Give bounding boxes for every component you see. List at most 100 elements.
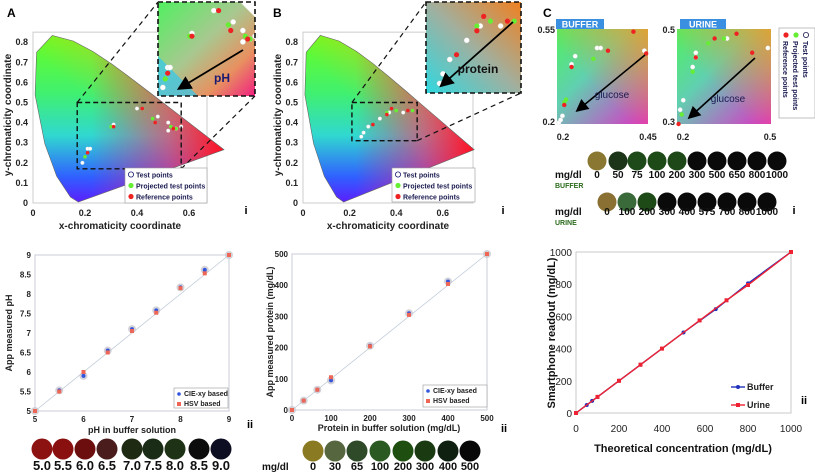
medium-tag: [680, 19, 726, 29]
glucose-urine-swatch-row: 0 100 200 300 400 575 700 800 1000 mg/dl URINE: [555, 192, 779, 227]
swatch-label: 575: [699, 207, 716, 218]
test-point: [463, 37, 470, 44]
medium-label: URINE: [555, 220, 577, 227]
unit-label: mg/dl: [555, 207, 582, 218]
reference-point: [153, 120, 157, 125]
swatch-label: 50: [612, 170, 624, 181]
inset-background: [426, 2, 521, 93]
swatch-label: 100: [619, 207, 636, 218]
reference-point: [631, 29, 636, 34]
legend-marker-reference: [128, 193, 134, 200]
color-swatch: [737, 192, 757, 212]
hsv-point: [368, 344, 372, 349]
x-tick-label: 0: [300, 208, 305, 218]
inset-analyte-label: glucose: [595, 90, 630, 101]
cie-xy-point: [329, 378, 333, 383]
x-axis-label: x-chromaticity coordinate: [327, 221, 450, 232]
spectral-locus-red-overlay: [35, 35, 224, 203]
hsv-point: [154, 310, 159, 315]
legend-label-urine: Urine: [747, 400, 770, 410]
y-tick-label: 0.3: [15, 138, 28, 148]
y-tick-label: 0.4: [285, 118, 298, 128]
inset-border: [425, 1, 522, 94]
inset-orange-overlay: [557, 29, 648, 124]
x-tick-label: 0.2: [79, 208, 92, 218]
x-tick-label: 400: [654, 424, 671, 435]
hsv-point: [130, 329, 134, 334]
plot-frame: [302, 31, 474, 204]
test-point: [366, 124, 371, 129]
test-point: [80, 160, 85, 165]
legend-marker-buffer: [736, 385, 740, 389]
x-tick-label: 0.45: [639, 132, 657, 142]
swatch-label: 300: [689, 170, 706, 181]
legend-marker-test: [394, 171, 401, 178]
color-swatch: [74, 438, 96, 460]
y-tick-label: 7.5: [20, 310, 32, 319]
test-point: [690, 64, 696, 70]
y-tick-label: 0.5: [15, 98, 28, 108]
swatch-label: 500: [709, 170, 726, 181]
protein-swatch-row: 0 30 65 100 200 300 400 500 mg/dl: [262, 440, 481, 473]
swatch-label: 400: [679, 207, 696, 218]
urine-point: [595, 394, 600, 399]
spectral-locus-red-overlay: [304, 35, 475, 203]
projected-point: [410, 108, 415, 113]
reference-point: [453, 52, 460, 58]
projected-point: [474, 23, 480, 29]
swatch-label: 650: [729, 170, 746, 181]
medium-label: BUFFER: [555, 183, 583, 190]
sublabel-b-i: i: [501, 205, 504, 217]
y-tick-label: 0.2: [542, 117, 555, 127]
swatch-label: 6.5: [98, 458, 116, 473]
x-tick-label: 0.6: [183, 208, 196, 218]
swatch-label: 1000: [756, 207, 779, 218]
legend-label-reference: Reference points: [136, 195, 193, 202]
x-tick-label: 0.4: [390, 208, 403, 218]
urine-point: [574, 411, 578, 415]
projected-point: [109, 124, 113, 129]
y-tick-label: 0.4: [15, 118, 28, 128]
y-tick-label: 0: [284, 406, 289, 415]
test-point: [134, 106, 139, 111]
swatch-label: 0: [604, 207, 610, 218]
y-tick-label: 0.8: [15, 37, 28, 47]
y-tick-label: 0.7: [15, 57, 28, 67]
y-tick-label: 400: [555, 345, 572, 356]
test-point: [166, 128, 171, 133]
swatch-label: 1000: [766, 170, 789, 181]
color-swatch: [437, 440, 459, 462]
x-axis-label: x-chromaticity coordinate: [59, 221, 182, 232]
y-tick-label: 8: [27, 290, 32, 299]
y-tick-label: 600: [555, 312, 572, 323]
urine-point: [789, 250, 793, 254]
calibration-plot-a-ii: 5 6 7 8 9 5 5.5 6 6.5 7 7.5 8 8.5 9 pH in buffer solut…: [4, 251, 233, 435]
x-tick-label: 100: [324, 414, 338, 423]
legend-marker-projected: [128, 182, 134, 189]
y-axis-label: Smartphone readout (mg/dL): [546, 257, 558, 408]
x-tick-label: 800: [740, 424, 757, 435]
reference-point: [385, 112, 389, 117]
hsv-point: [446, 281, 450, 286]
y-tick-label: 0.8: [285, 37, 298, 47]
sublabel-b-ii: ii: [501, 423, 507, 435]
color-swatch: [627, 151, 647, 171]
y-tick-label: 0: [293, 198, 298, 208]
legend-marker-hsv: [177, 402, 181, 406]
trend-arrow: [176, 49, 244, 90]
projected-point: [169, 124, 173, 129]
legend-marker-hsv: [426, 399, 430, 403]
projected-point: [83, 154, 87, 159]
swatch-label: 7.0: [123, 458, 141, 473]
zoom-inset: protein: [425, 1, 522, 94]
test-point: [230, 19, 236, 25]
x-tick-label: 600: [697, 424, 714, 435]
projected-point: [150, 116, 155, 121]
reference-point: [676, 121, 681, 127]
swatch-label: 200: [394, 461, 412, 473]
projected-point: [706, 41, 711, 46]
legend-box: [391, 167, 476, 203]
reference-point: [165, 70, 171, 76]
projected-point: [487, 18, 494, 24]
